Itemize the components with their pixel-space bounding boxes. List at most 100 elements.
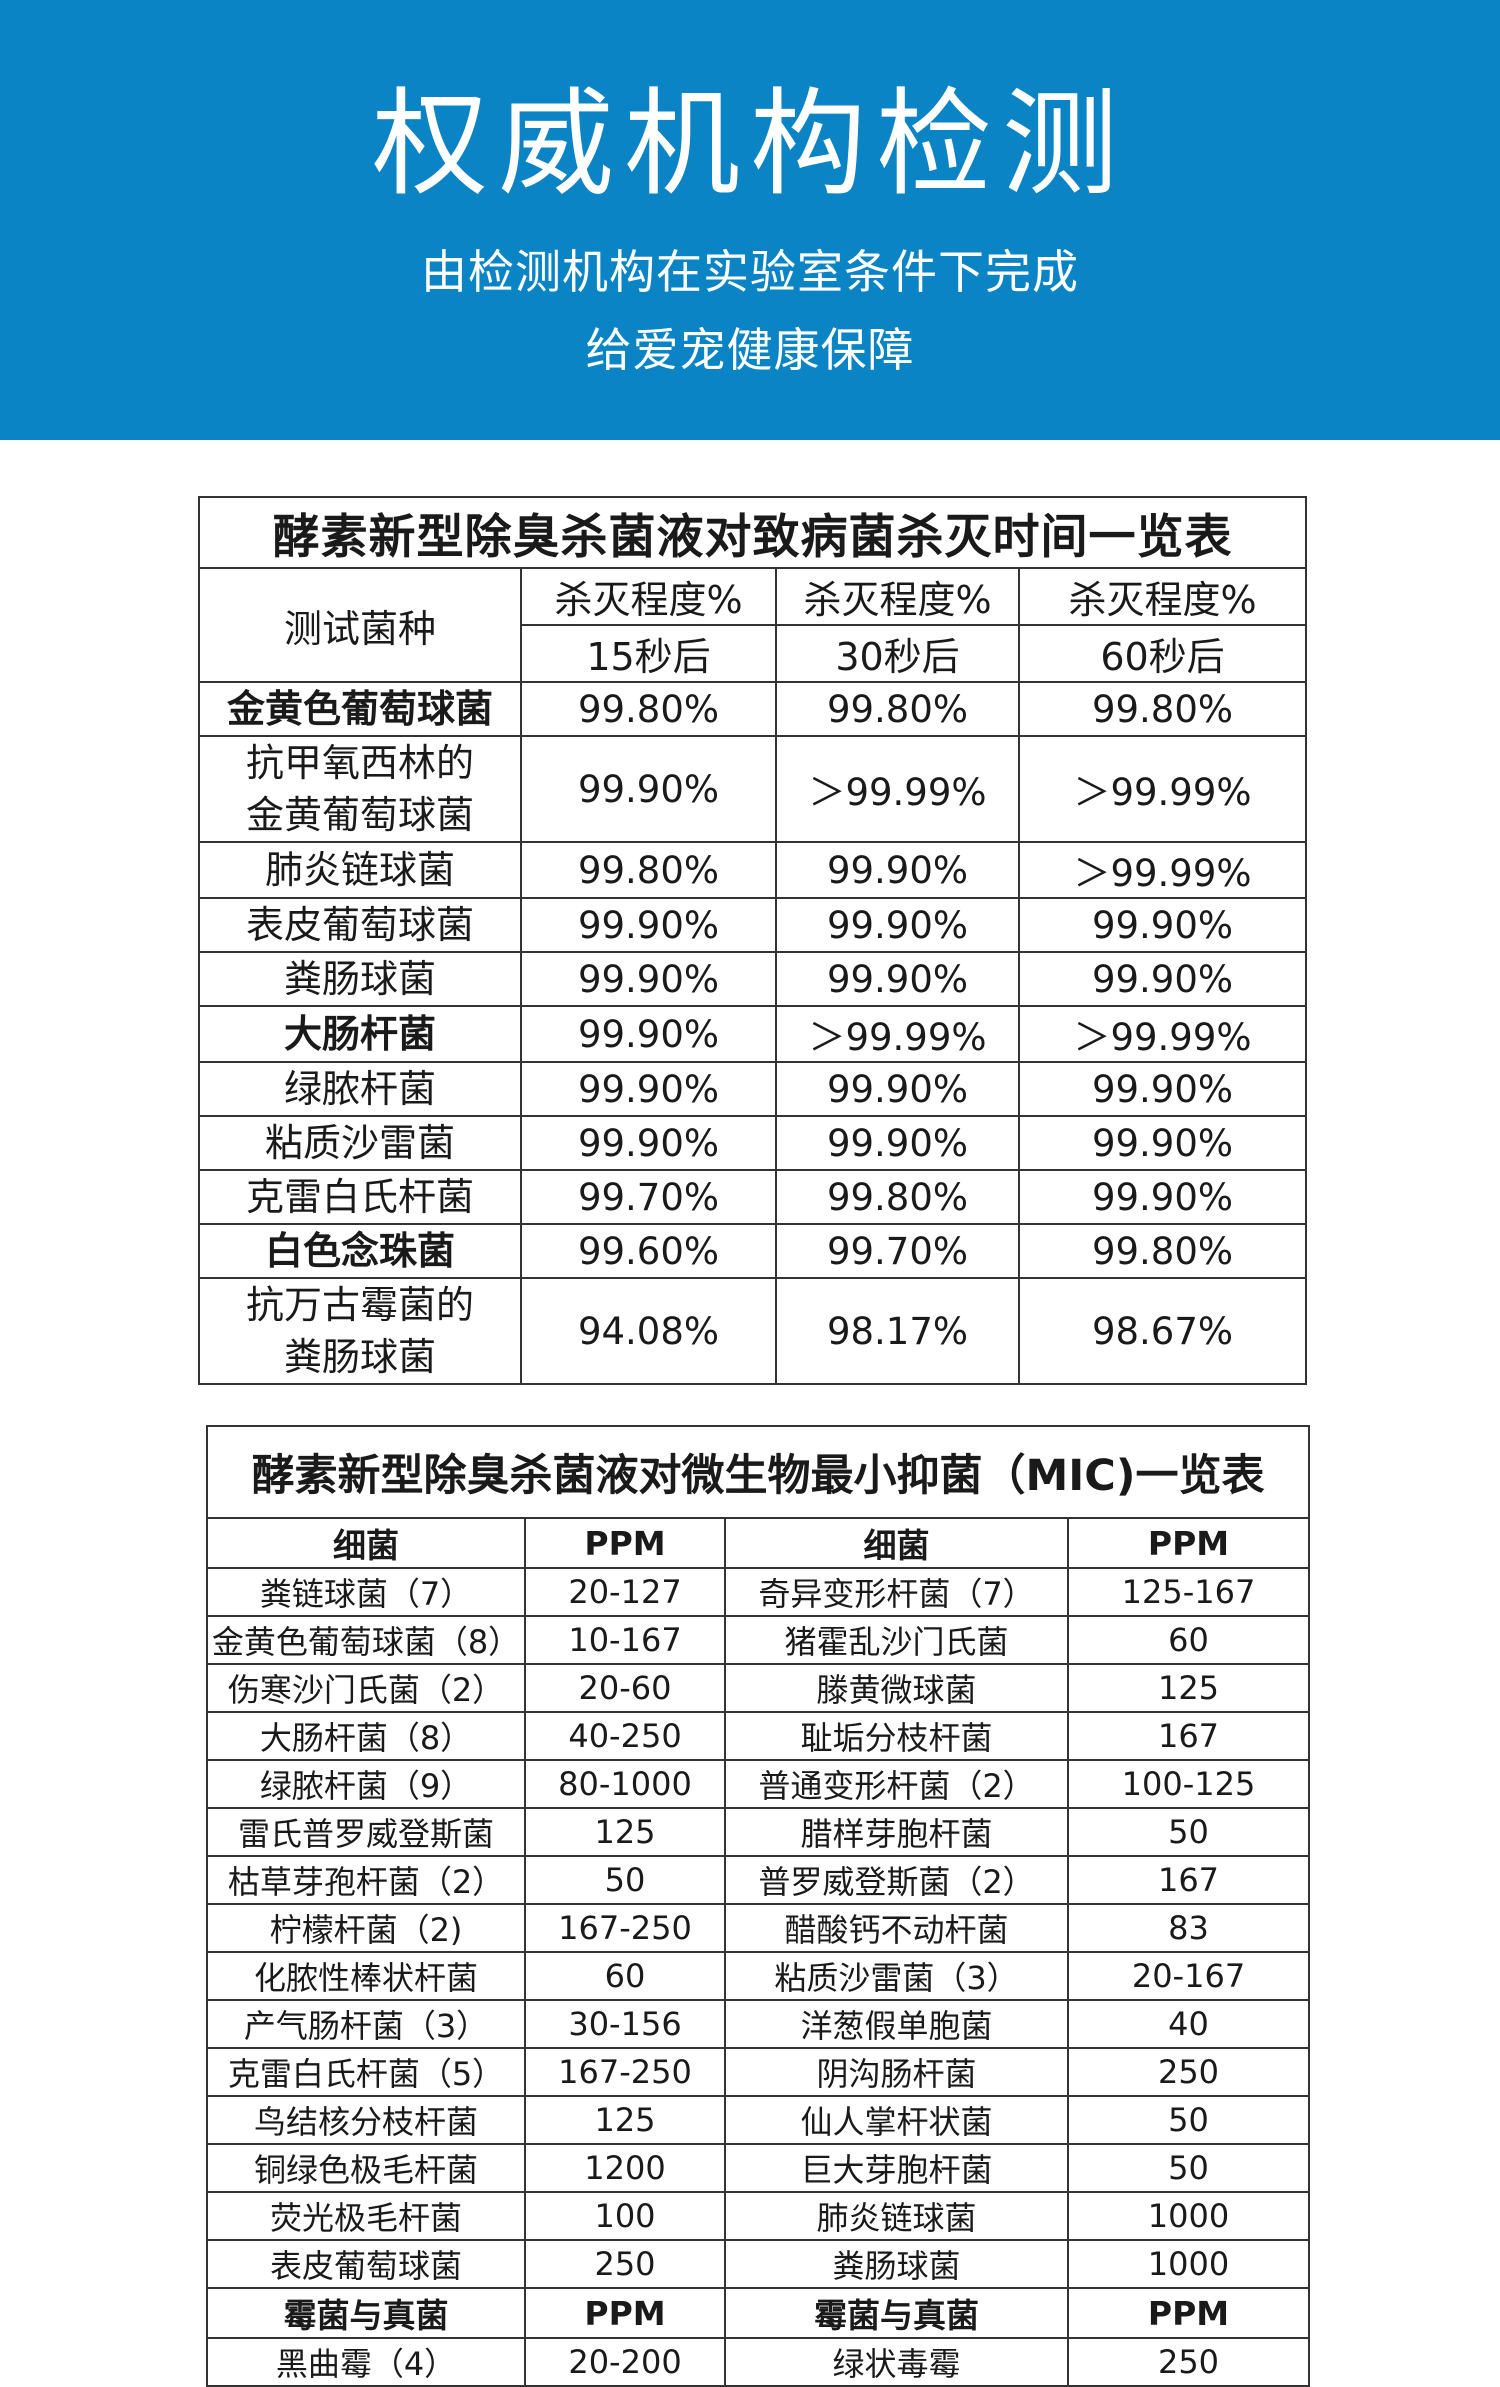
fungi-table-body: 黑曲霉（4） 20-200 绿状毒霉 250 bbox=[206, 2337, 1310, 2387]
ppm-value: 50 bbox=[1067, 2095, 1310, 2145]
time-header: 15秒后 bbox=[520, 624, 777, 683]
table-row: 粪链球菌（7） 20-127 奇异变形杆菌（7） 125-167 bbox=[206, 1567, 1310, 1617]
kill-rate-15s: 99.80% bbox=[520, 681, 777, 737]
kill-rate-60s: 99.90% bbox=[1018, 1061, 1307, 1117]
microbe-name: 普通变形杆菌（2） bbox=[724, 1759, 1069, 1809]
kill-rate-60s: 99.90% bbox=[1018, 897, 1307, 953]
ppm-value: 50 bbox=[1067, 1807, 1310, 1857]
strain-name: 表皮葡萄球菌 bbox=[198, 897, 522, 953]
ppm-header: PPM bbox=[524, 1517, 726, 1569]
strain-name: 抗万古霉菌的 粪肠球菌 bbox=[198, 1277, 522, 1385]
banner-subtitle-1: 由检测机构在实验室条件下完成 bbox=[421, 245, 1079, 299]
table-row: 绿脓杆菌 99.90% 99.90% 99.90% bbox=[198, 1061, 1307, 1117]
kill-rate-15s: 99.90% bbox=[520, 1005, 777, 1063]
microbe-name: 肺炎链球菌 bbox=[724, 2191, 1069, 2241]
microbe-name: 巨大芽胞杆菌 bbox=[724, 2143, 1069, 2193]
ppm-value: 250 bbox=[1067, 2337, 1310, 2387]
kill-time-table: 酵素新型除臭杀菌液对致病菌杀灭时间一览表 测试菌种 杀灭程度% 杀灭程度% 杀灭… bbox=[198, 496, 1307, 1385]
microbe-name: 雷氏普罗威登斯菌 bbox=[206, 1807, 526, 1857]
kill-rate-60s: 99.90% bbox=[1018, 1115, 1307, 1171]
kill-rate-15s: 94.08% bbox=[520, 1277, 777, 1385]
microbe-name: 阴沟肠杆菌 bbox=[724, 2047, 1069, 2097]
microbe-name: 化脓性棒状杆菌 bbox=[206, 1951, 526, 2001]
kill-table-caption: 酵素新型除臭杀菌液对致病菌杀灭时间一览表 bbox=[198, 496, 1307, 569]
kill-rate-30s: 99.90% bbox=[775, 1061, 1020, 1117]
strain-name: 粘质沙雷菌 bbox=[198, 1115, 522, 1171]
microbe-name: 产气肠杆菌（3） bbox=[206, 1999, 526, 2049]
table-row: 大肠杆菌（8） 40-250 耻垢分枝杆菌 167 bbox=[206, 1711, 1310, 1761]
bacteria-header: 细菌 bbox=[724, 1517, 1069, 1569]
microbe-name: 奇异变形杆菌（7） bbox=[724, 1567, 1069, 1617]
ppm-value: 167-250 bbox=[524, 1903, 726, 1953]
table-row: 克雷白氏杆菌（5） 167-250 阴沟肠杆菌 250 bbox=[206, 2047, 1310, 2097]
table-row: 表皮葡萄球菌 99.90% 99.90% 99.90% bbox=[198, 897, 1307, 953]
ppm-value: 60 bbox=[1067, 1615, 1310, 1665]
table-row: 肺炎链球菌 99.80% 99.90% ＞99.99% bbox=[198, 841, 1307, 899]
table-row: 伤寒沙门氏菌（2） 20-60 滕黄微球菌 125 bbox=[206, 1663, 1310, 1713]
ppm-value: 125 bbox=[524, 2095, 726, 2145]
strain-name: 克雷白氏杆菌 bbox=[198, 1169, 522, 1225]
ppm-value: 167 bbox=[1067, 1711, 1310, 1761]
table-row: 荧光极毛杆菌 100 肺炎链球菌 1000 bbox=[206, 2191, 1310, 2241]
ppm-value: 40 bbox=[1067, 1999, 1310, 2049]
kill-rate-15s: 99.90% bbox=[520, 1115, 777, 1171]
kill-rate-15s: 99.90% bbox=[520, 1061, 777, 1117]
microbe-name: 猪霍乱沙门氏菌 bbox=[724, 1615, 1069, 1665]
ppm-value: 125 bbox=[524, 1807, 726, 1857]
test-strain-header: 测试菌种 bbox=[198, 567, 522, 683]
kill-rate-15s: 99.90% bbox=[520, 735, 777, 843]
microbe-name: 仙人掌杆状菌 bbox=[724, 2095, 1069, 2145]
ppm-value: 80-1000 bbox=[524, 1759, 726, 1809]
microbe-name: 粘质沙雷菌（3） bbox=[724, 1951, 1069, 2001]
ppm-value: 20-127 bbox=[524, 1567, 726, 1617]
time-header: 30秒后 bbox=[775, 624, 1020, 683]
kill-rate-60s: ＞99.99% bbox=[1018, 1005, 1307, 1063]
page-title: 权威机构检测 bbox=[372, 77, 1128, 212]
kill-rate-30s: 99.80% bbox=[775, 1169, 1020, 1225]
ppm-value: 100-125 bbox=[1067, 1759, 1310, 1809]
strain-name: 粪肠球菌 bbox=[198, 951, 522, 1007]
microbe-name: 绿脓杆菌（9） bbox=[206, 1759, 526, 1809]
microbe-name: 大肠杆菌（8） bbox=[206, 1711, 526, 1761]
table-row: 表皮葡萄球菌 250 粪肠球菌 1000 bbox=[206, 2239, 1310, 2289]
microbe-name: 洋葱假单胞菌 bbox=[724, 1999, 1069, 2049]
table-row: 化脓性棒状杆菌 60 粘质沙雷菌（3） 20-167 bbox=[206, 1951, 1310, 2001]
ppm-value: 20-200 bbox=[524, 2337, 726, 2387]
table-row: 抗万古霉菌的 粪肠球菌 94.08% 98.17% 98.67% bbox=[198, 1277, 1307, 1385]
microbe-name: 柠檬杆菌（2) bbox=[206, 1903, 526, 1953]
ppm-value: 167 bbox=[1067, 1855, 1310, 1905]
table-row: 雷氏普罗威登斯菌 125 腊样芽胞杆菌 50 bbox=[206, 1807, 1310, 1857]
degree-header: 杀灭程度% bbox=[775, 567, 1020, 626]
ppm-value: 50 bbox=[524, 1855, 726, 1905]
kill-rate-15s: 99.70% bbox=[520, 1169, 777, 1225]
ppm-value: 50 bbox=[1067, 2143, 1310, 2193]
table-row: 金黄色葡萄球菌 99.80% 99.80% 99.80% bbox=[198, 681, 1307, 737]
kill-rate-30s: 98.17% bbox=[775, 1277, 1020, 1385]
table-row: 铜绿色极毛杆菌 1200 巨大芽胞杆菌 50 bbox=[206, 2143, 1310, 2193]
table-row: 柠檬杆菌（2) 167-250 醋酸钙不动杆菌 83 bbox=[206, 1903, 1310, 1953]
ppm-value: 20-167 bbox=[1067, 1951, 1310, 2001]
degree-header: 杀灭程度% bbox=[1018, 567, 1307, 626]
table-row: 鸟结核分枝杆菌 125 仙人掌杆状菌 50 bbox=[206, 2095, 1310, 2145]
kill-rate-30s: ＞99.99% bbox=[775, 1005, 1020, 1063]
ppm-value: 1000 bbox=[1067, 2191, 1310, 2241]
microbe-name: 克雷白氏杆菌（5） bbox=[206, 2047, 526, 2097]
kill-rate-30s: 99.90% bbox=[775, 841, 1020, 899]
microbe-name: 腊样芽胞杆菌 bbox=[724, 1807, 1069, 1857]
strain-name: 白色念珠菌 bbox=[198, 1223, 522, 1279]
kill-rate-30s: 99.90% bbox=[775, 897, 1020, 953]
ppm-value: 60 bbox=[524, 1951, 726, 2001]
kill-rate-30s: 99.90% bbox=[775, 951, 1020, 1007]
table-row: 枯草芽孢杆菌（2） 50 普罗威登斯菌（2） 167 bbox=[206, 1855, 1310, 1905]
kill-rate-60s: 98.67% bbox=[1018, 1277, 1307, 1385]
kill-rate-15s: 99.90% bbox=[520, 897, 777, 953]
kill-rate-30s: 99.90% bbox=[775, 1115, 1020, 1171]
ppm-value: 40-250 bbox=[524, 1711, 726, 1761]
mic-table-body: 粪链球菌（7） 20-127 奇异变形杆菌（7） 125-167 金黄色葡萄球菌（8） 1… bbox=[206, 1567, 1310, 2289]
mic-table-caption: 酵素新型除臭杀菌液对微生物最小抑菌（MIC)一览表 bbox=[206, 1425, 1310, 1519]
kill-rate-30s: 99.70% bbox=[775, 1223, 1020, 1279]
table-row: 绿脓杆菌（9） 80-1000 普通变形杆菌（2） 100-125 bbox=[206, 1759, 1310, 1809]
banner-subtitle-2: 给爱宠健康保障 bbox=[585, 323, 915, 377]
ppm-value: 167-250 bbox=[524, 2047, 726, 2097]
degree-header: 杀灭程度% bbox=[520, 567, 777, 626]
